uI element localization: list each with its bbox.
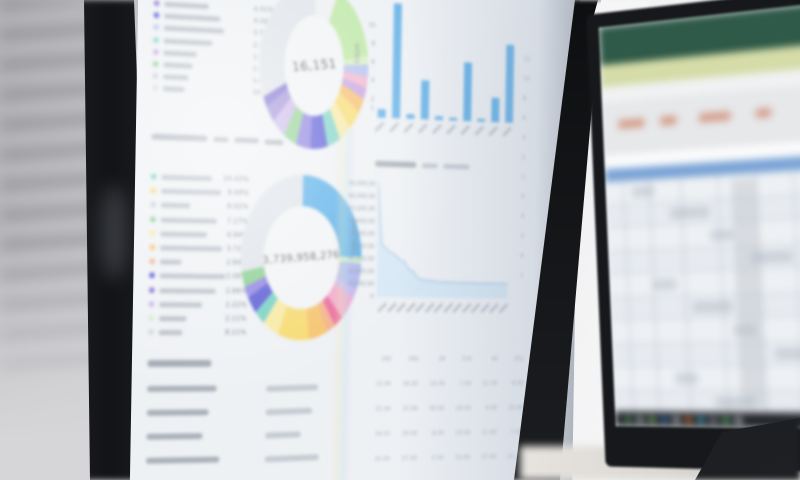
cell-smudge [653,277,677,290]
taskbar-icon [710,416,717,424]
taskbar-icon [685,416,692,423]
taskbar-icon [636,416,644,423]
toolbar-red-smudge [660,115,677,126]
cell-smudge [631,184,655,198]
right-monitor [586,0,800,473]
cell-smudge [670,205,710,219]
cell-smudge [692,300,733,313]
taskbar-icon [648,416,656,423]
spreadsheet-row [611,316,800,344]
cell-smudge [774,347,800,360]
taskbar-icon [722,416,730,424]
toolbar-red-smudge [698,110,731,123]
right-monitor-screen [598,1,800,430]
spreadsheet-row [612,340,800,368]
bezel-reflection [100,185,128,280]
screen-edge-shadow [129,0,580,480]
spreadsheet-row [613,365,800,391]
spreadsheet-rows [605,167,800,416]
taskbar-icon [673,416,680,423]
cell-smudge [710,228,735,241]
toolbar-red-smudge [755,107,772,119]
taskbar-icon [697,416,705,423]
taskbar-icon [735,417,742,424]
taskbar-icon [660,416,668,423]
taskbar-icon [625,415,632,423]
cell-smudge [675,372,699,384]
dashboard-screen: 4.31%4.16%2.76%2.74%1.74%1.48%1.41%16.3%… [129,0,580,480]
toolbar-red-smudge [618,117,645,130]
spreadsheet-app [598,1,800,430]
